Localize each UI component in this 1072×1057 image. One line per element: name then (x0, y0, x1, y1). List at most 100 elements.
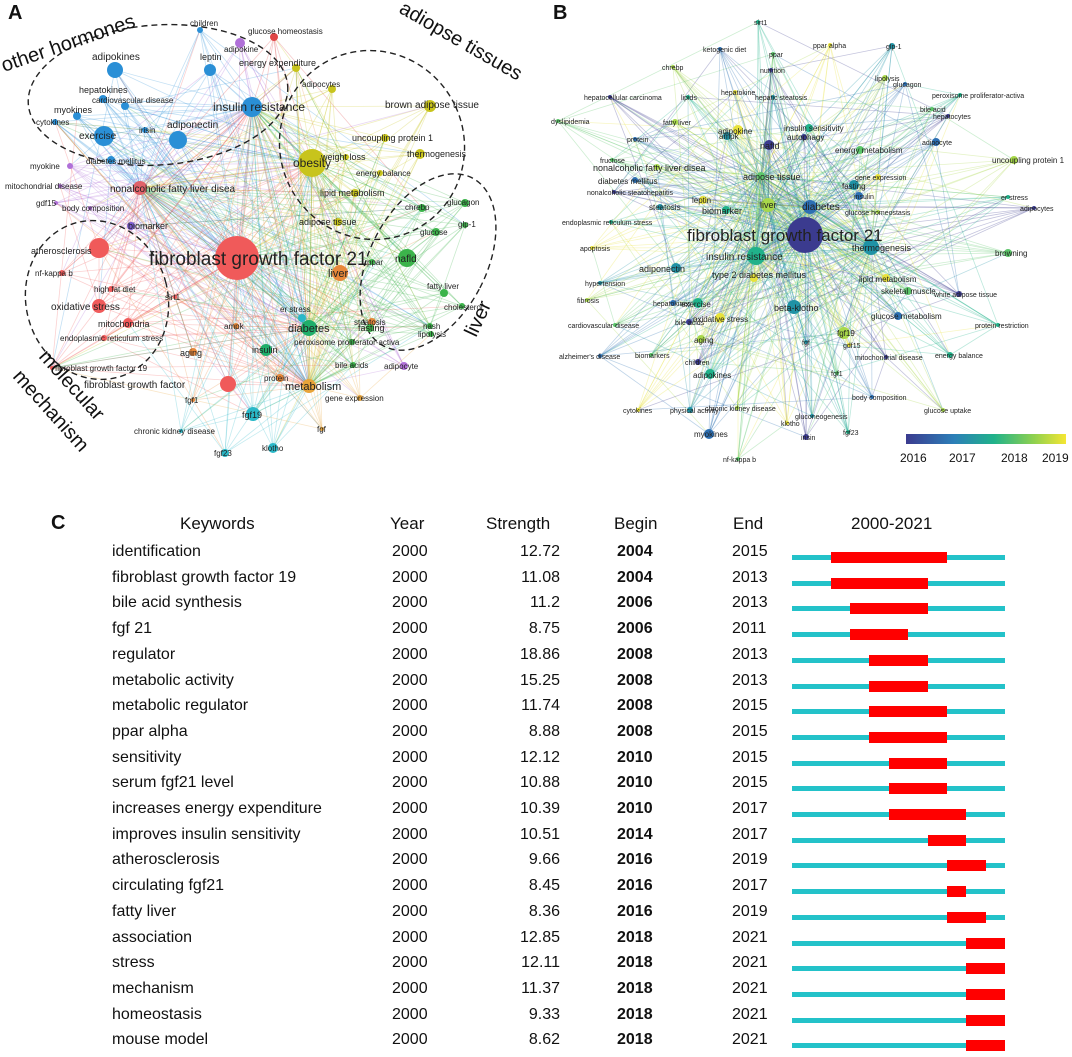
network-link (69, 165, 310, 329)
network-link (103, 135, 431, 327)
year-cell: 2000 (392, 697, 428, 715)
network-node (1032, 206, 1036, 210)
network-link (755, 255, 999, 326)
network-node-label: myokine (30, 162, 60, 171)
network-link (767, 69, 772, 206)
network-link (611, 159, 811, 208)
network-link (725, 204, 769, 211)
network-link (251, 106, 386, 139)
network-node-label: thermogenesis (407, 149, 467, 159)
network-link (737, 176, 879, 460)
network-link (768, 115, 949, 146)
network-node-label: chrebp (662, 65, 684, 72)
burst-bar (946, 860, 986, 872)
network-link (139, 187, 423, 209)
network-link (659, 206, 1009, 254)
network-node-label: adiponectin (167, 120, 218, 131)
network-link (103, 106, 253, 339)
network-link (811, 77, 886, 417)
network-link (273, 36, 297, 69)
network-link (675, 267, 873, 398)
network-link (308, 162, 313, 387)
network-link (586, 204, 769, 301)
network-link (130, 162, 313, 227)
network-link (687, 96, 811, 208)
network-link (51, 187, 141, 369)
network-link (591, 247, 616, 326)
network-link (251, 106, 323, 430)
network-link (273, 36, 310, 329)
network-link (224, 106, 253, 454)
network-link (308, 192, 356, 387)
network-link (89, 207, 238, 259)
network-link (859, 149, 872, 248)
network-link (634, 138, 769, 206)
network-node-label: protein restriction (975, 323, 1029, 330)
network-node (671, 263, 681, 273)
end-cell: 2017 (732, 877, 768, 895)
network-link (61, 272, 310, 387)
network-link (760, 175, 899, 317)
network-link (609, 96, 788, 424)
network-link (599, 302, 699, 357)
network-link (265, 349, 310, 387)
network-link (308, 327, 361, 399)
citation-burst-table: Keywords Year Strength Begin End 2000-20… (0, 500, 1072, 1052)
network-node (101, 335, 107, 341)
network-link (760, 175, 887, 279)
network-link (871, 356, 887, 398)
network-node (92, 299, 106, 313)
network-link (308, 137, 386, 329)
network-link (767, 204, 873, 398)
network-link (757, 21, 811, 208)
table-row: homeostasis 2000 9.33 2018 2021 (0, 1006, 1072, 1032)
network-link (697, 204, 769, 304)
network-link (421, 202, 466, 209)
network-link (114, 69, 238, 259)
network-node-label: insulin resistance (706, 252, 783, 263)
timeline-bar (792, 783, 1005, 795)
network-link (672, 290, 909, 304)
begin-cell: 2014 (617, 825, 653, 843)
network-link (719, 96, 774, 319)
network-link (803, 136, 872, 248)
network-node (169, 131, 187, 149)
network-link (55, 105, 431, 204)
network-link (308, 153, 421, 329)
network-link (870, 246, 999, 326)
network-node (686, 319, 692, 325)
network-node (427, 323, 433, 329)
network-link (609, 96, 677, 269)
network-node (695, 359, 701, 365)
network-link (103, 325, 431, 339)
timeline-bar (792, 988, 1005, 1000)
network-link (755, 255, 788, 424)
network-link (767, 204, 811, 208)
timeline-bar (792, 680, 1005, 692)
network-node-label: hepatocellular carcinoma (584, 95, 662, 102)
network-link (103, 135, 141, 189)
network-link (236, 153, 421, 259)
burst-bar (869, 731, 947, 743)
network-node-label: lipolysis (875, 76, 900, 83)
network-link (767, 108, 933, 206)
panel-label-b: B (553, 2, 568, 24)
network-link (772, 96, 806, 236)
network-link (102, 98, 229, 385)
network-link (719, 277, 755, 319)
network-link (114, 69, 310, 387)
network-link (76, 115, 254, 415)
network-link (737, 129, 757, 257)
network-node-label: children (190, 19, 218, 28)
network-node (123, 318, 133, 328)
network-node (1004, 249, 1012, 257)
year-cell: 2000 (392, 645, 428, 663)
network-node (771, 95, 775, 99)
network-link (139, 187, 310, 387)
network-link (192, 305, 463, 401)
network-link (98, 162, 313, 249)
strength-cell: 12.11 (521, 954, 560, 972)
timeline-bar (792, 603, 1005, 615)
network-link (637, 396, 873, 411)
network-node-label: fatty liver (427, 282, 459, 291)
